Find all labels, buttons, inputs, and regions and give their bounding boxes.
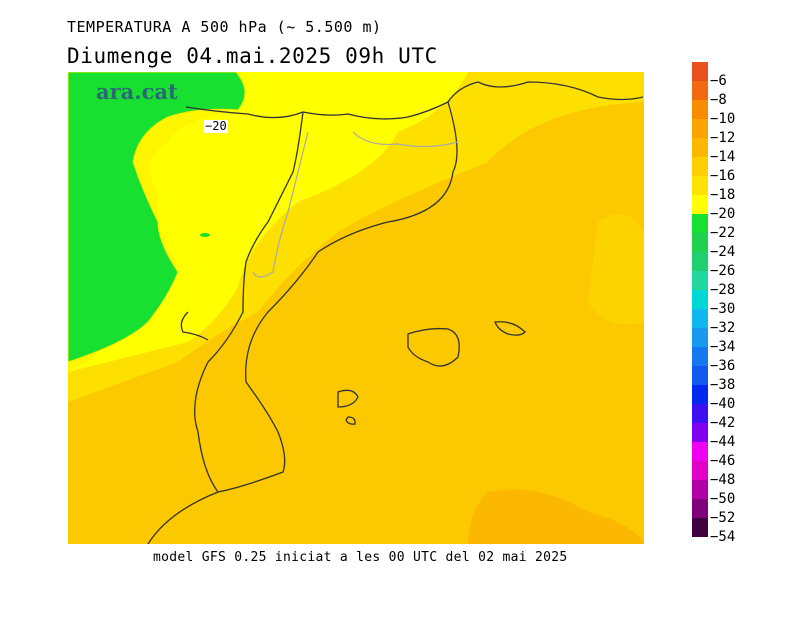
legend-label: −32 xyxy=(710,320,736,336)
legend-swatch xyxy=(692,518,708,537)
legend-swatch xyxy=(692,499,708,518)
legend-swatch xyxy=(692,119,708,138)
chart-title: TEMPERATURA A 500 hPa (~ 5.500 m) xyxy=(67,18,382,36)
legend-label: −14 xyxy=(710,149,736,165)
band-minus14 xyxy=(468,489,644,544)
legend-label: −36 xyxy=(710,358,736,374)
legend-swatch xyxy=(692,366,708,385)
legend-label: −12 xyxy=(710,130,736,146)
legend-label: −54 xyxy=(710,529,736,545)
legend-label: −46 xyxy=(710,453,736,469)
legend-swatch xyxy=(692,404,708,423)
legend-swatch xyxy=(692,442,708,461)
legend-label: −8 xyxy=(710,92,727,108)
legend-label: −10 xyxy=(710,111,736,127)
legend-label: −48 xyxy=(710,472,736,488)
legend-swatch xyxy=(692,271,708,290)
legend-label: −22 xyxy=(710,225,736,241)
band-minus16-east xyxy=(588,214,644,325)
araccat-logo: ara.cat xyxy=(96,79,178,104)
legend-swatch xyxy=(692,309,708,328)
legend-swatch xyxy=(692,461,708,480)
legend-swatch xyxy=(692,176,708,195)
legend-label: −30 xyxy=(710,301,736,317)
coastlines xyxy=(147,81,644,544)
model-caption: model GFS 0.25 iniciat a les 00 UTC del … xyxy=(153,550,568,565)
legend-swatch xyxy=(692,385,708,404)
legend-label: −18 xyxy=(710,187,736,203)
legend-swatch xyxy=(692,100,708,119)
legend-label: −24 xyxy=(710,244,736,260)
legend-label: −28 xyxy=(710,282,736,298)
contour-minus20 xyxy=(68,72,246,363)
legend-swatch xyxy=(692,347,708,366)
legend-label: −50 xyxy=(710,491,736,507)
legend-label: −40 xyxy=(710,396,736,412)
legend-swatch xyxy=(692,138,708,157)
legend-label: −6 xyxy=(710,73,727,89)
legend-label: −38 xyxy=(710,377,736,393)
contour-label: −20 xyxy=(204,119,228,133)
legend-swatch xyxy=(692,290,708,309)
legend-label: −20 xyxy=(710,206,736,222)
legend-label: −44 xyxy=(710,434,736,450)
legend-label: −42 xyxy=(710,415,736,431)
legend-label: −16 xyxy=(710,168,736,184)
legend-label: −52 xyxy=(710,510,736,526)
legend-swatch xyxy=(692,214,708,233)
legend-swatch xyxy=(692,62,708,81)
borders xyxy=(252,131,459,278)
cold-spot xyxy=(200,233,210,237)
legend-swatch xyxy=(692,328,708,347)
legend-label: −34 xyxy=(710,339,736,355)
legend-swatch xyxy=(692,423,708,442)
legend-swatch xyxy=(692,195,708,214)
cold-area-minus22 xyxy=(68,72,246,362)
forecast-date: Diumenge 04.mai.2025 09h UTC xyxy=(67,44,438,68)
legend-swatch xyxy=(692,81,708,100)
legend-swatch xyxy=(692,233,708,252)
legend-swatch xyxy=(692,480,708,499)
legend-swatch xyxy=(692,252,708,271)
legend-swatch xyxy=(692,157,708,176)
legend-label: −26 xyxy=(710,263,736,279)
temperature-map xyxy=(68,72,644,544)
